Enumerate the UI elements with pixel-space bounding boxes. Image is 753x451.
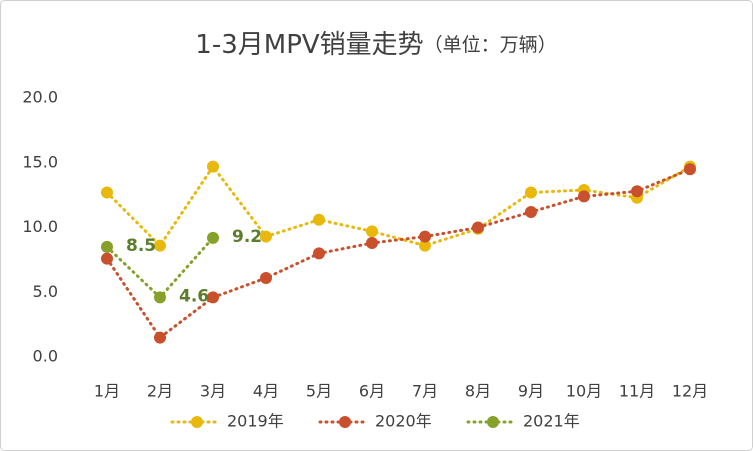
legend-label: 2021年	[523, 412, 580, 431]
y-tick-label: 5.0	[33, 282, 58, 301]
data-label: 8.5	[126, 236, 156, 256]
y-tick-label: 10.0	[22, 217, 58, 236]
chart-title: 1-3月MPV销量走势	[195, 30, 423, 60]
series-marker	[366, 237, 378, 250]
series-marker	[101, 252, 113, 265]
series-marker	[525, 205, 537, 218]
x-tick-label: 10月	[566, 382, 602, 401]
x-tick-label: 2月	[147, 382, 173, 401]
x-tick-label: 4月	[253, 382, 279, 401]
x-tick-label: 9月	[518, 382, 544, 401]
chart-subtitle: （单位：万辆）	[424, 34, 557, 56]
x-tick-label: 11月	[619, 382, 655, 401]
x-tick-label: 8月	[465, 382, 491, 401]
series-marker	[207, 160, 219, 173]
data-label: 4.6	[179, 286, 209, 306]
series-marker	[154, 331, 166, 344]
series-marker	[260, 272, 272, 285]
x-tick-label: 5月	[306, 382, 332, 401]
legend-marker	[191, 416, 203, 428]
series-marker	[472, 221, 484, 234]
series-marker	[101, 186, 113, 199]
series-marker	[101, 240, 113, 253]
series-marker	[207, 291, 219, 304]
series-marker	[313, 247, 325, 260]
x-tick-label: 1月	[94, 382, 120, 401]
data-label: 9.2	[232, 227, 262, 247]
x-tick-label: 12月	[672, 382, 708, 401]
y-tick-label: 20.0	[22, 88, 58, 107]
x-tick-label: 6月	[359, 382, 385, 401]
series-line	[105, 167, 692, 340]
series-marker	[684, 163, 696, 176]
series-marker	[419, 230, 431, 243]
legend-label: 2019年	[227, 412, 284, 431]
series-marker	[154, 291, 166, 304]
legend-marker	[487, 416, 499, 428]
x-tick-label: 3月	[200, 382, 226, 401]
series-marker	[366, 225, 378, 238]
series-marker	[419, 239, 431, 252]
x-tick-label: 7月	[412, 382, 438, 401]
series-marker	[578, 190, 590, 203]
y-tick-label: 0.0	[33, 347, 58, 366]
chart-title-group: 1-3月MPV销量走势（单位：万辆）	[195, 30, 556, 60]
series-line	[105, 164, 692, 248]
series-marker	[313, 213, 325, 226]
series-marker	[154, 239, 166, 252]
legend-label: 2020年	[375, 412, 432, 431]
y-tick-label: 15.0	[22, 152, 58, 171]
series-marker	[260, 230, 272, 243]
series-marker	[525, 186, 537, 199]
series-marker	[631, 185, 643, 198]
series-marker	[207, 231, 219, 244]
legend-marker	[339, 416, 351, 428]
